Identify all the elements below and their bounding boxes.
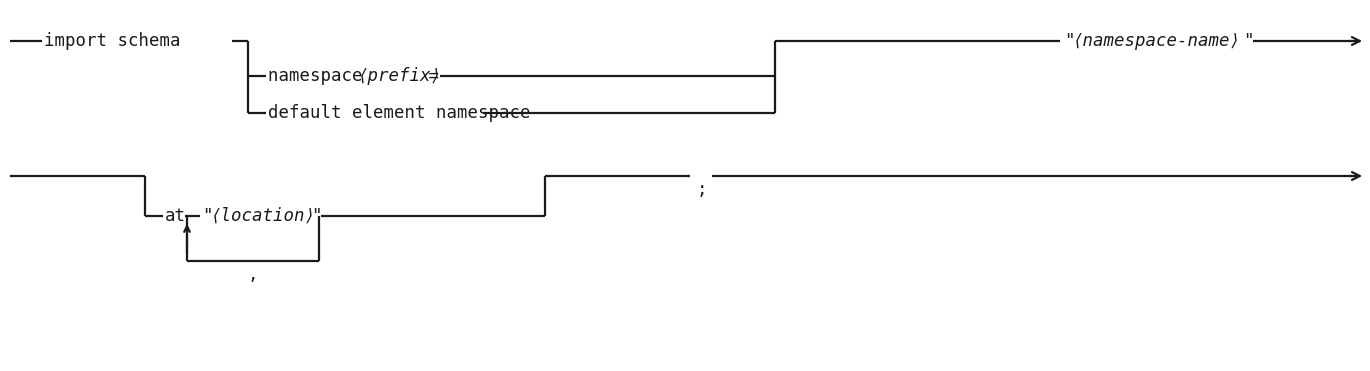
Text: import schema: import schema [44, 32, 181, 50]
Text: default element namespace: default element namespace [269, 104, 530, 122]
Text: ": " [201, 207, 212, 225]
Text: ,: , [248, 266, 259, 284]
Text: at: at [164, 207, 186, 225]
Text: ": " [311, 207, 322, 225]
Text: ": " [1064, 32, 1074, 50]
Text: ⟨prefix⟩: ⟨prefix⟩ [358, 67, 443, 85]
Text: ": " [1243, 32, 1254, 50]
Text: ⟨namespace-name⟩: ⟨namespace-name⟩ [1073, 32, 1241, 50]
Text: ;: ; [697, 181, 707, 199]
Text: namespace: namespace [269, 67, 373, 85]
Text: ⟨location⟩: ⟨location⟩ [211, 207, 316, 225]
Text: =: = [418, 67, 438, 85]
